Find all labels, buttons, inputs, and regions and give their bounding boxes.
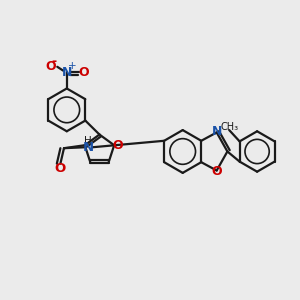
Text: O: O bbox=[212, 165, 222, 178]
Text: CH₃: CH₃ bbox=[220, 122, 238, 131]
Text: N: N bbox=[212, 125, 222, 138]
Text: -: - bbox=[51, 55, 56, 68]
Text: N: N bbox=[82, 141, 94, 154]
Text: +: + bbox=[68, 61, 76, 70]
Text: N: N bbox=[61, 66, 72, 79]
Text: O: O bbox=[55, 162, 66, 175]
Text: O: O bbox=[79, 66, 89, 79]
Text: O: O bbox=[45, 60, 56, 73]
Text: O: O bbox=[113, 139, 123, 152]
Text: H: H bbox=[84, 136, 92, 146]
